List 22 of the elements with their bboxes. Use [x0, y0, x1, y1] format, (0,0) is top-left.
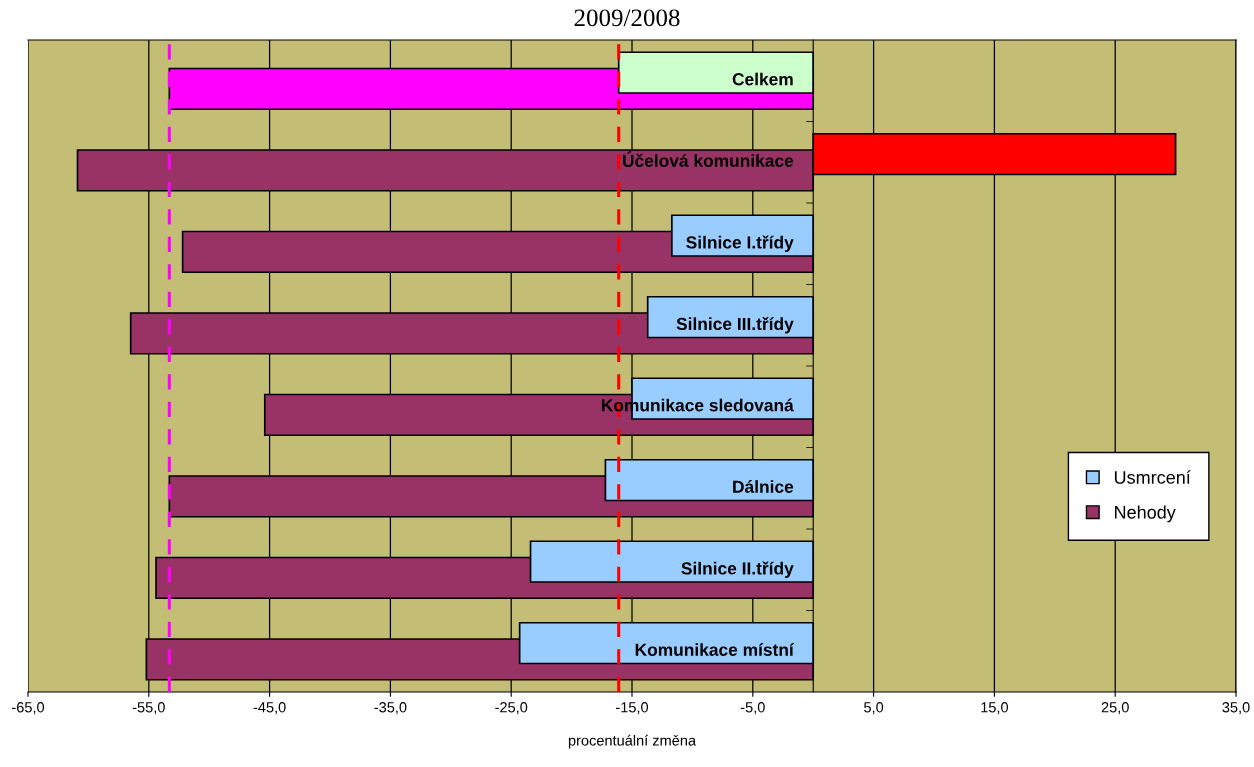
y-tick-label: Celkem	[732, 72, 793, 86]
x-tick-label: -15,0	[616, 702, 649, 715]
x-tick-label: -65,0	[12, 702, 45, 715]
y-tick-label: Silnice III.třídy	[676, 316, 794, 334]
x-tick-label: 15,0	[981, 702, 1009, 715]
y-tick-label: Silnice I.třídy	[686, 235, 794, 253]
x-tick-label: 5,0	[864, 702, 884, 715]
y-tick-label: Silnice II.třídy	[681, 561, 794, 579]
x-tick-label: -5,0	[740, 702, 765, 715]
x-tick-label: 25,0	[1101, 702, 1129, 715]
x-tick-label: -25,0	[495, 702, 528, 715]
x-tick-label: -35,0	[374, 702, 407, 715]
y-tick-label: Účelová komunikace	[623, 151, 794, 167]
y-tick-label: Dálnice	[733, 480, 794, 493]
chart-title: 2009/2008	[574, 9, 680, 27]
y-tick-label: Komunikace místní	[635, 643, 795, 656]
legend-label: Nehody	[1115, 505, 1176, 523]
x-tick-label: 35,0	[1222, 702, 1250, 715]
x-tick-label: -55,0	[132, 702, 165, 715]
x-axis-title: procentuální změna	[568, 734, 697, 749]
x-tick-label: -45,0	[253, 702, 286, 715]
legend-label: Usmrcení	[1114, 470, 1191, 484]
